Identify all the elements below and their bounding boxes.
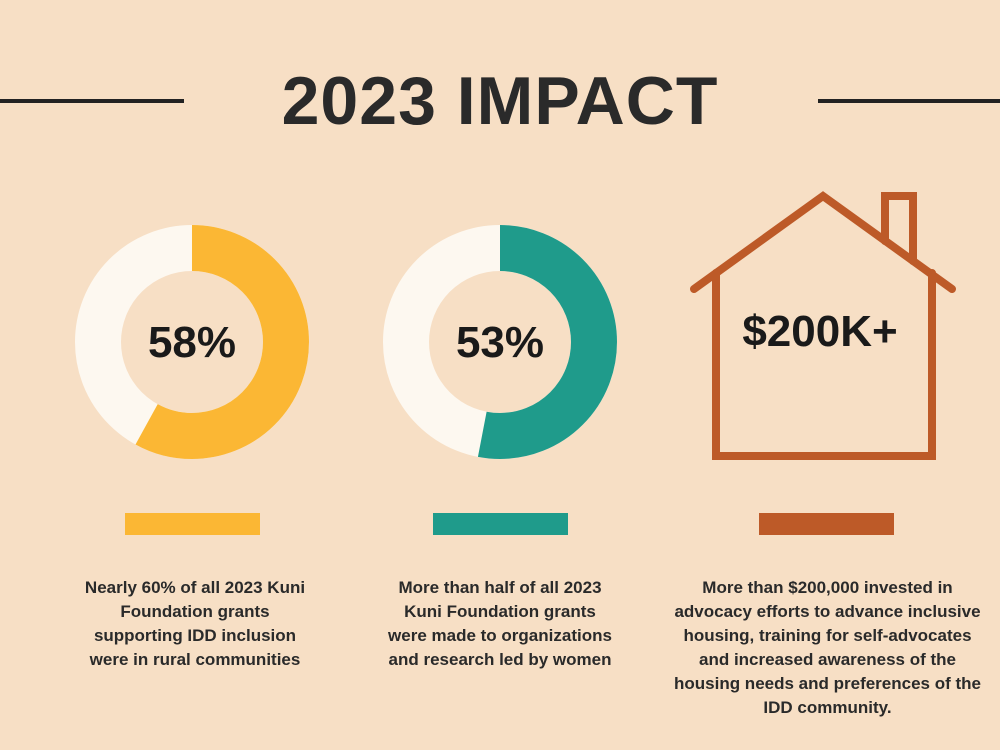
stat-description: More than $200,000 invested in advocacy … <box>673 578 981 717</box>
stat-value: 53% <box>456 318 544 367</box>
donut-fill <box>383 225 617 459</box>
stat-value: $200K+ <box>742 307 897 356</box>
stat-description: Nearly 60% of all 2023 Kuni Foundation g… <box>84 578 306 669</box>
page-title: 2023 IMPACT <box>281 63 719 139</box>
title-rule-right <box>818 99 1000 103</box>
donut-fill <box>75 225 309 459</box>
house-icon: $200K+ <box>690 191 956 460</box>
accent-bar-teal <box>433 513 568 535</box>
accent-bar-orange <box>759 513 894 535</box>
stat-description: More than half of all 2023 Kuni Foundati… <box>388 578 612 669</box>
accent-bar-yellow <box>125 513 260 535</box>
stat-women-donut: 53% <box>352 185 652 495</box>
stat-housing-house: $200K+ <box>680 185 980 495</box>
stat-rural-donut: 58% <box>45 185 345 495</box>
stat-value: 58% <box>148 318 236 367</box>
title-rule-left <box>0 99 184 103</box>
